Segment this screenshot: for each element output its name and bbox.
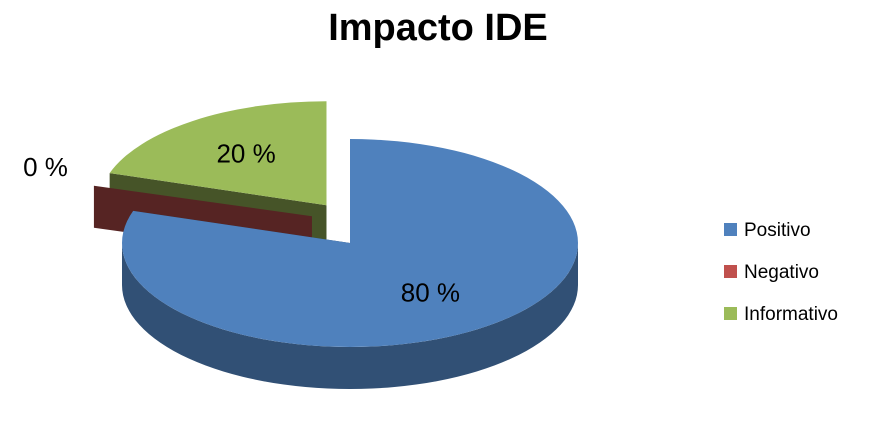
data-label-positivo: 80 % [401,277,460,307]
legend-label-negativo: Negativo [744,262,819,283]
legend-item-informativo: Informativo [724,304,838,325]
slice-informativo-top [109,101,327,206]
legend-item-positivo: Positivo [724,220,811,241]
legend-label-positivo: Positivo [744,220,811,241]
legend-item-negativo: Negativo [724,262,819,283]
legend-swatch-positivo [724,223,737,236]
legend: Positivo Negativo Informativo [724,220,838,325]
chart-title: Impacto IDE [328,7,548,49]
slice-positivo-rim [122,243,578,389]
pie-slices [93,101,578,389]
data-label-informativo: 20 % [216,139,275,169]
data-label-negativo: 0 % [23,152,68,182]
legend-swatch-negativo [724,265,737,278]
slice-positivo [122,139,578,389]
legend-label-informativo: Informativo [744,304,838,325]
legend-swatch-informativo [724,307,737,320]
data-labels: 80 % 0 % 20 % [23,139,460,308]
slice-positivo-top [122,139,578,347]
